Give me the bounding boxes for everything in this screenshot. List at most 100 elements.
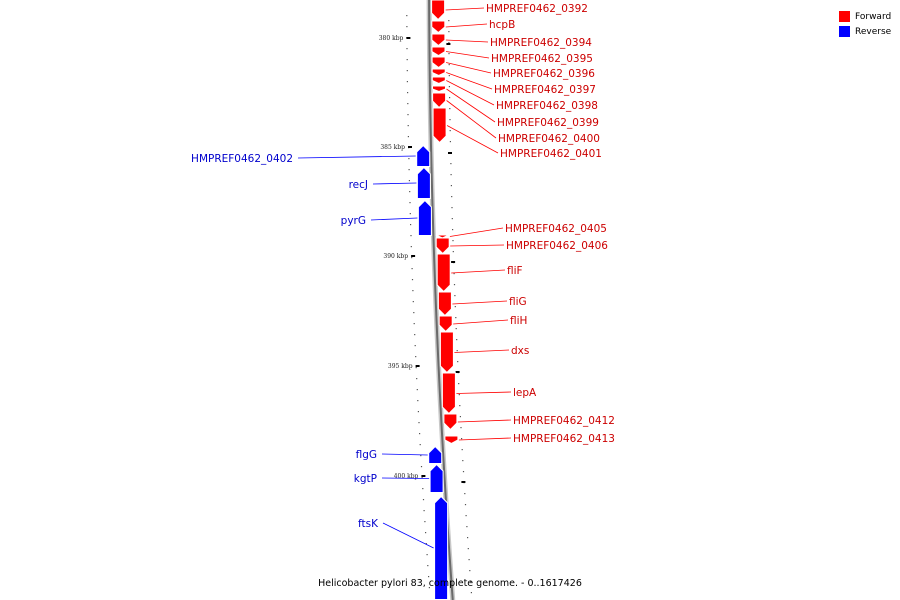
gene-arrow-flif[interactable]	[436, 253, 451, 293]
scale-dot	[449, 108, 451, 110]
scale-dot	[451, 207, 453, 209]
leader-line	[297, 155, 416, 159]
gene-arrow-hmpref0462-0396[interactable]	[431, 56, 446, 69]
legend-item-forward: Forward	[839, 9, 891, 24]
gene-label-ftsk[interactable]: ftsK	[358, 518, 379, 530]
gene-label-hmpref0462-0413[interactable]: HMPREF0462_0413	[513, 433, 615, 445]
scale-dot	[410, 246, 412, 248]
gene-label-hmpref0462-0392[interactable]: HMPREF0462_0392	[486, 3, 588, 15]
gene-arrow-kgtp[interactable]	[429, 463, 444, 493]
gene-label-hmpref0462-0412[interactable]: HMPREF0462_0412	[513, 415, 615, 427]
gene-label-hmpref0462-0406[interactable]: HMPREF0462_0406	[506, 240, 608, 252]
scale-dot	[456, 350, 458, 352]
scale-dot	[454, 295, 456, 297]
scale-dot	[421, 477, 423, 479]
scale-dot	[464, 504, 467, 506]
scale-dot	[454, 306, 456, 308]
scale-dot	[450, 185, 452, 187]
gene-label-hmpref0462-0397[interactable]: HMPREF0462_0397	[494, 84, 596, 96]
gene-arrow-dxs[interactable]	[439, 331, 454, 374]
gene-label-hmpref0462-0401[interactable]: HMPREF0462_0401	[500, 148, 602, 160]
gene-label-flif[interactable]: fliF	[507, 265, 523, 277]
gene-arrow-hmpref0462-0402[interactable]	[416, 144, 431, 167]
gene-label-flig[interactable]: fliG	[509, 296, 527, 308]
reverse-swatch	[839, 26, 850, 37]
scale-dot	[467, 537, 469, 539]
gene-arrow-hmpref0462-0401[interactable]	[432, 107, 447, 144]
scale-dots	[406, 15, 472, 594]
scale-dot	[418, 422, 420, 424]
scale-dot	[412, 290, 414, 292]
gene-arrow-hmpref0462-0398[interactable]	[431, 76, 446, 85]
leader-line	[381, 453, 428, 456]
scale-dot	[458, 394, 460, 396]
gene-arrow-hmpref0462-0395[interactable]	[431, 46, 446, 57]
leader-line	[450, 244, 505, 247]
gene-label-hmpref0462-0405[interactable]: HMPREF0462_0405	[505, 223, 607, 235]
leader-line	[449, 227, 504, 237]
gene-arrow-hcpb[interactable]	[431, 20, 446, 34]
scale-dot	[449, 141, 451, 143]
scale-dot	[406, 81, 408, 83]
scale-dot	[462, 460, 464, 462]
scale-ticks: 380 kbp 385 kbp 390 kbp 395 kbp 400 kbp	[379, 35, 466, 483]
scale-dot	[461, 438, 463, 440]
gene-label-dxs[interactable]: dxs	[511, 345, 529, 357]
scale-dot	[469, 570, 471, 572]
gene-arrow-lepa[interactable]	[441, 372, 456, 415]
gene-label-hmpref0462-0396[interactable]: HMPREF0462_0396	[493, 68, 595, 80]
scale-dot	[406, 26, 408, 28]
scale-dot	[419, 433, 421, 435]
gene-label-hmpref0462-0394[interactable]: HMPREF0462_0394	[490, 37, 592, 49]
scale-dot	[411, 279, 414, 281]
scale-dot	[451, 218, 453, 220]
scale-dot	[410, 224, 412, 226]
gene-label-hmpref0462-0398[interactable]: HMPREF0462_0398	[496, 100, 598, 112]
gene-arrow-hmpref0462-0405[interactable]	[435, 234, 450, 239]
scale-dot	[416, 389, 418, 391]
gene-arrow-hmpref0462-0399[interactable]	[432, 85, 446, 93]
scale-dot	[460, 427, 462, 429]
scale-dot	[448, 64, 450, 66]
tick-label: 400 kbp	[394, 473, 419, 480]
gene-label-lepa[interactable]: lepA	[513, 387, 537, 399]
gene-label-pyrg[interactable]: pyrG	[341, 215, 366, 227]
gene-arrow-pyrg[interactable]	[417, 199, 432, 236]
gene-label-flgg[interactable]: flgG	[356, 449, 377, 461]
gene-label-hcpb[interactable]: hcpB	[489, 19, 515, 31]
gene-label-recj[interactable]: recJ	[349, 179, 368, 191]
gene-label-kgtp[interactable]: kgtP	[354, 473, 377, 485]
leader-line	[446, 80, 495, 106]
gene-arrow-hmpref0462-0394[interactable]	[431, 33, 446, 47]
gene-arrow-hmpref0462-0397[interactable]	[431, 68, 446, 77]
gene-label-hmpref0462-0395[interactable]: HMPREF0462_0395	[491, 53, 593, 65]
scale-dot	[462, 471, 465, 473]
scale-dot	[409, 213, 411, 215]
gene-arrow-hmpref0462-0413[interactable]	[444, 435, 459, 445]
gene-label-hmpref0462-0400[interactable]: HMPREF0462_0400	[498, 133, 600, 145]
scale-dot	[448, 31, 450, 33]
scale-dot	[426, 554, 428, 556]
gene-labels: HMPREF0462_0392 hcpB HMPREF0462_0394 HMPREF…	[191, 3, 615, 549]
gene-arrow-hmpref0462-0400[interactable]	[432, 92, 447, 109]
gene-arrow-flgg[interactable]	[428, 445, 443, 464]
scale-dot	[407, 136, 409, 138]
gene-label-hmpref0462-0399[interactable]: HMPREF0462_0399	[497, 117, 599, 129]
leader-line	[446, 72, 493, 90]
gene-label-hmpref0462-0402[interactable]: HMPREF0462_0402	[191, 153, 293, 165]
scale-dot	[468, 559, 470, 561]
leader-line	[456, 391, 512, 394]
scale-dot	[416, 378, 418, 380]
scale-dot	[470, 581, 472, 583]
tick-label: 385 kbp	[380, 144, 405, 151]
legend: Forward Reverse	[839, 9, 891, 39]
gene-arrow-hmpref0462-0412[interactable]	[443, 413, 458, 431]
gene-arrow-recj[interactable]	[416, 166, 431, 199]
leader-line	[457, 419, 512, 423]
gene-arrow-hmpref0462-0406[interactable]	[435, 237, 450, 255]
gene-label-flih[interactable]: fliH	[510, 315, 527, 327]
scale-dot	[415, 356, 417, 358]
gene-arrow-hmpref0462-0392[interactable]	[431, 0, 446, 21]
gene-arrow-flig[interactable]	[437, 291, 452, 317]
gene-arrow-flih[interactable]	[438, 315, 453, 333]
